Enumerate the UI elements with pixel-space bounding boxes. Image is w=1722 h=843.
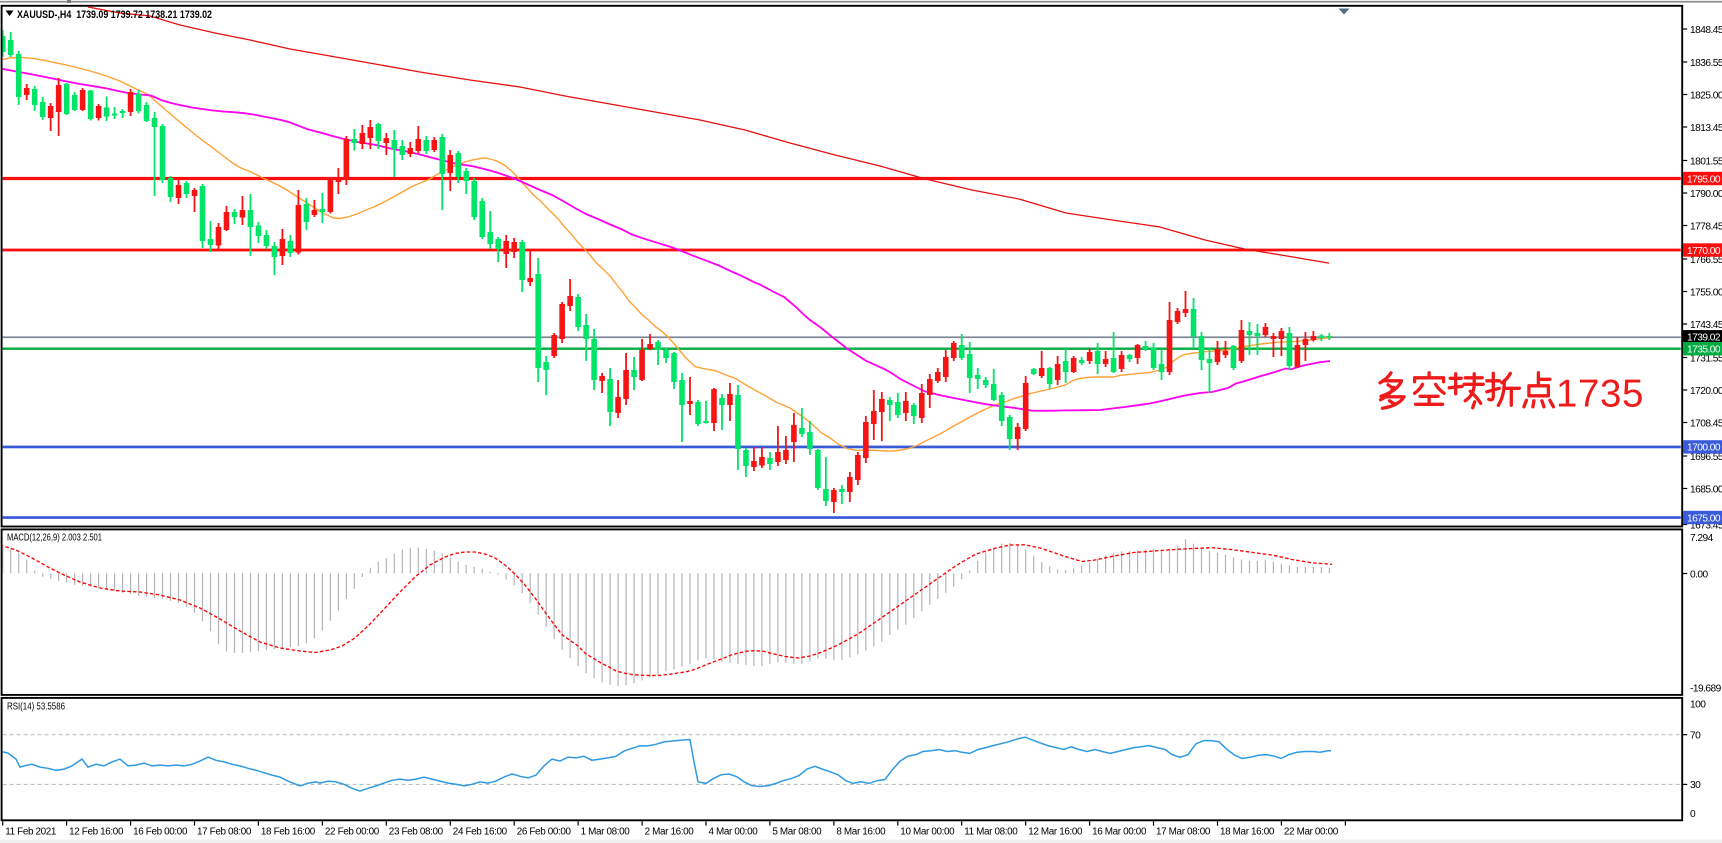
svg-text:1696.55: 1696.55 [1690, 452, 1722, 463]
svg-text:11 Feb 2021: 11 Feb 2021 [5, 826, 57, 837]
svg-text:24 Feb 16:00: 24 Feb 16:00 [453, 826, 508, 837]
svg-text:4 Mar 00:00: 4 Mar 00:00 [709, 826, 759, 837]
svg-text:17 Mar 08:00: 17 Mar 08:00 [1156, 826, 1211, 837]
svg-text:1790.00: 1790.00 [1690, 189, 1722, 200]
svg-text:1743.45: 1743.45 [1690, 320, 1722, 331]
svg-text:1685.00: 1685.00 [1690, 484, 1722, 495]
svg-text:1673.45: 1673.45 [1690, 520, 1722, 531]
svg-text:1825.00: 1825.00 [1690, 90, 1722, 101]
svg-text:11 Mar 08:00: 11 Mar 08:00 [964, 826, 1018, 837]
svg-text:1720.00: 1720.00 [1690, 386, 1722, 397]
svg-text:5 Mar 08:00: 5 Mar 08:00 [772, 826, 822, 837]
svg-text:70: 70 [1690, 731, 1701, 742]
svg-text:XAUUSD-,H4 1739.09 1739.72 17: XAUUSD-,H4 1739.09 1739.72 1738.21 1739.… [17, 9, 212, 21]
svg-text:1739.02: 1739.02 [1687, 333, 1721, 344]
svg-text:1700.00: 1700.00 [1687, 443, 1721, 454]
svg-text:0.00: 0.00 [1690, 569, 1709, 580]
svg-text:0: 0 [1690, 809, 1696, 820]
svg-text:8 Mar 16:00: 8 Mar 16:00 [836, 826, 886, 837]
svg-text:23 Feb 08:00: 23 Feb 08:00 [389, 826, 444, 837]
svg-text:1708.45: 1708.45 [1690, 418, 1722, 429]
svg-text:1770.00: 1770.00 [1687, 246, 1721, 257]
svg-text:18 Mar 16:00: 18 Mar 16:00 [1220, 826, 1275, 837]
svg-text:12 Mar 16:00: 12 Mar 16:00 [1028, 826, 1083, 837]
svg-text:1778.45: 1778.45 [1690, 221, 1722, 232]
svg-text:22 Feb 00:00: 22 Feb 00:00 [325, 826, 380, 837]
svg-text:16 Mar 00:00: 16 Mar 00:00 [1092, 826, 1147, 837]
svg-text:7.294: 7.294 [1690, 533, 1714, 544]
svg-text:12 Feb 16:00: 12 Feb 16:00 [69, 826, 124, 837]
svg-text:1735.00: 1735.00 [1687, 345, 1721, 356]
svg-text:MACD(12,26,9) 2.003 2.501: MACD(12,26,9) 2.003 2.501 [7, 532, 102, 544]
svg-text:30: 30 [1690, 780, 1701, 791]
svg-text:10 Mar 00:00: 10 Mar 00:00 [900, 826, 955, 837]
svg-text:1766.55: 1766.55 [1690, 255, 1722, 266]
svg-text:1801.55: 1801.55 [1690, 156, 1722, 167]
svg-text:22 Mar 00:00: 22 Mar 00:00 [1284, 826, 1339, 837]
svg-text:1675.00: 1675.00 [1687, 513, 1721, 524]
svg-text:2 Mar 16:00: 2 Mar 16:00 [645, 826, 695, 837]
svg-text:18 Feb 16:00: 18 Feb 16:00 [261, 826, 316, 837]
svg-text:-19.689: -19.689 [1690, 684, 1722, 695]
svg-text:1813.45: 1813.45 [1690, 123, 1722, 134]
svg-text:17 Feb 08:00: 17 Feb 08:00 [197, 826, 252, 837]
svg-text:1795.00: 1795.00 [1687, 174, 1721, 185]
svg-text:100: 100 [1690, 699, 1706, 710]
svg-text:1731.55: 1731.55 [1690, 353, 1722, 364]
svg-text:16 Feb 00:00: 16 Feb 00:00 [133, 826, 188, 837]
svg-text:1836.55: 1836.55 [1690, 58, 1722, 69]
svg-text:1 Mar 08:00: 1 Mar 08:00 [581, 826, 631, 837]
svg-text:1755.00: 1755.00 [1690, 287, 1722, 298]
svg-text:RSI(14) 53.5586: RSI(14) 53.5586 [7, 701, 65, 713]
svg-text:1848.45: 1848.45 [1690, 25, 1722, 36]
svg-text:26 Feb 00:00: 26 Feb 00:00 [517, 826, 572, 837]
svg-text:1735: 1735 [1556, 372, 1644, 415]
